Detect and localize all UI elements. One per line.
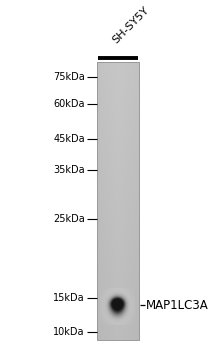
Text: SH-SY5Y: SH-SY5Y xyxy=(111,5,151,46)
Text: 75kDa: 75kDa xyxy=(53,72,85,82)
Bar xyxy=(97,62,139,340)
Text: 45kDa: 45kDa xyxy=(53,134,85,144)
Text: 15kDa: 15kDa xyxy=(53,293,85,303)
Text: 25kDa: 25kDa xyxy=(53,214,85,224)
Text: 35kDa: 35kDa xyxy=(53,166,85,175)
Text: MAP1LC3A: MAP1LC3A xyxy=(146,299,209,312)
Text: 10kDa: 10kDa xyxy=(54,327,85,337)
Text: 60kDa: 60kDa xyxy=(54,99,85,109)
